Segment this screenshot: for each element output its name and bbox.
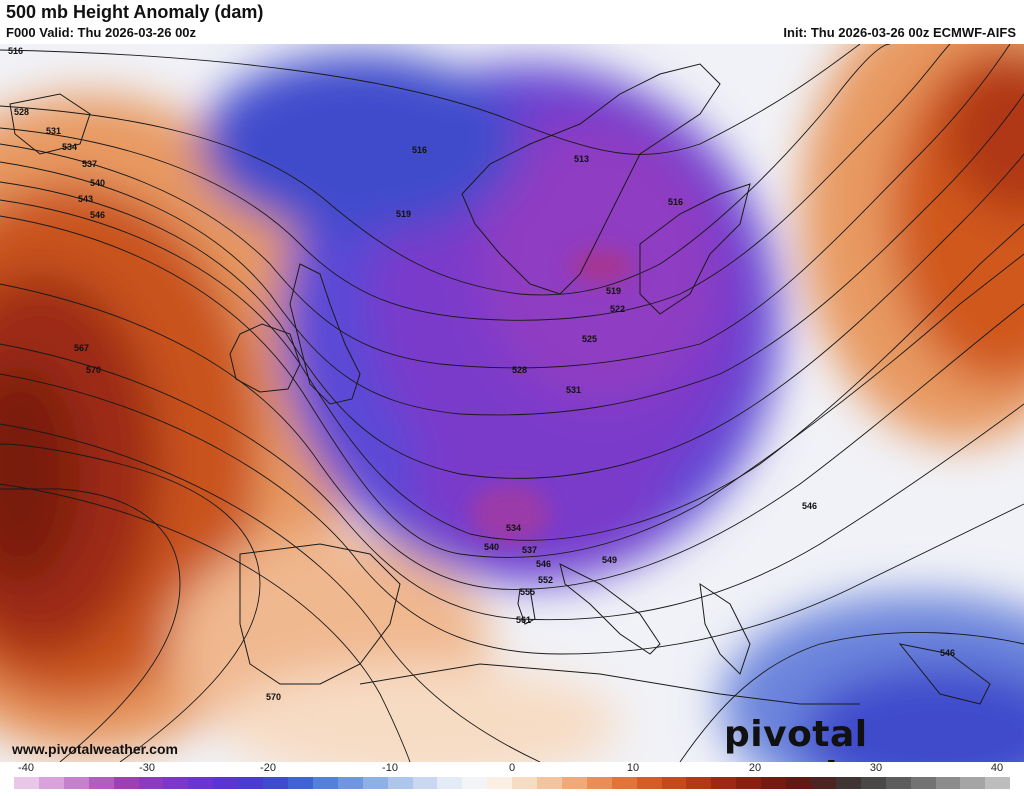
colorbar-swatch xyxy=(611,777,637,789)
contour-label: 555 xyxy=(520,587,535,597)
colorbar-swatch xyxy=(686,777,712,789)
colorbar-swatch xyxy=(512,777,538,789)
contour-label: 513 xyxy=(574,154,589,164)
colorbar-swatch xyxy=(337,777,363,789)
contour-label: 540 xyxy=(90,178,105,188)
colorbar-tick: -10 xyxy=(382,762,398,774)
colorbar-tick: -20 xyxy=(260,762,276,774)
contour-label: 531 xyxy=(566,385,581,395)
contour-label: 552 xyxy=(538,575,553,585)
chart-title: 500 mb Height Anomaly (dam) xyxy=(6,2,264,22)
colorbar-swatch xyxy=(935,777,961,789)
colorbar-swatches xyxy=(14,777,1011,789)
contour-label: 519 xyxy=(396,209,411,219)
colorbar-swatch xyxy=(885,777,911,789)
colorbar-swatch xyxy=(786,777,811,789)
contour-label: 549 xyxy=(602,555,617,565)
colorbar-swatch xyxy=(63,777,89,789)
init-time-model: Init: Thu 2026-03-26 00z ECMWF-AIFS xyxy=(783,25,1016,40)
colorbar-swatch xyxy=(736,777,762,789)
contour-label: 516 xyxy=(8,46,23,56)
colorbar-swatch xyxy=(213,777,239,789)
contour-label: 546 xyxy=(90,210,105,220)
colorbar-tick: -40 xyxy=(18,762,34,774)
valid-time: F000 Valid: Thu 2026-03-26 00z xyxy=(6,25,197,40)
colorbar-tick: 10 xyxy=(626,762,640,774)
height-contours xyxy=(0,44,1024,762)
colorbar-swatch xyxy=(163,777,189,789)
colorbar-swatch xyxy=(14,777,39,789)
colorbar-swatch xyxy=(537,777,562,789)
anomaly-map: 516 528 531 534 537 540 543 546 567 570 … xyxy=(0,44,1024,762)
colorbar-swatch xyxy=(561,777,587,789)
contour-label: 537 xyxy=(522,545,537,555)
colorbar-swatch xyxy=(312,777,338,789)
contour-label: 540 xyxy=(484,542,499,552)
contour-label: 546 xyxy=(940,648,955,658)
colorbar-swatch xyxy=(362,777,388,789)
colorbar-swatch xyxy=(960,777,986,789)
colorbar-tick: 0 xyxy=(508,762,516,774)
contour-label: 534 xyxy=(62,142,77,152)
contour-label: 522 xyxy=(610,304,625,314)
contour-labels: 516 528 531 534 537 540 543 546 567 570 … xyxy=(8,46,955,702)
colorbar-swatch xyxy=(113,777,139,789)
contour-label: 546 xyxy=(802,501,817,511)
anomaly-field xyxy=(0,44,1024,762)
colorbar-swatch xyxy=(462,777,488,789)
contour-label: 519 xyxy=(606,286,621,296)
contour-label: 561 xyxy=(516,615,531,625)
colorbar-swatch xyxy=(437,777,463,789)
colorbar: -40 -30 -20 -10 0 10 20 30 40 xyxy=(0,762,1024,791)
colorbar-swatch xyxy=(761,777,787,789)
colorbar-swatch xyxy=(586,777,612,789)
colorbar-swatch xyxy=(38,777,64,789)
colorbar-swatch xyxy=(238,777,264,789)
contour-label: 570 xyxy=(266,692,281,702)
colorbar-swatch xyxy=(412,777,438,789)
chart-header: 500 mb Height Anomaly (dam) F000 Valid: … xyxy=(0,0,1024,44)
contour-label: 525 xyxy=(582,334,597,344)
colorbar-swatch xyxy=(811,777,836,789)
contour-label: 516 xyxy=(412,145,427,155)
colorbar-swatch xyxy=(910,777,936,789)
colorbar-swatch xyxy=(287,777,313,789)
contour-label: 528 xyxy=(512,365,527,375)
colorbar-swatch xyxy=(188,777,214,789)
colorbar-swatch xyxy=(835,777,861,789)
colorbar-swatch xyxy=(138,777,164,789)
colorbar-swatch xyxy=(711,777,737,789)
colorbar-swatch xyxy=(88,777,114,789)
contour-label: 537 xyxy=(82,159,97,169)
contour-label: 528 xyxy=(14,107,29,117)
colorbar-swatch xyxy=(387,777,413,789)
colorbar-tick: -30 xyxy=(139,762,155,774)
colorbar-swatch xyxy=(860,777,886,789)
colorbar-swatch xyxy=(487,777,513,789)
colorbar-swatch xyxy=(985,777,1011,789)
colorbar-swatch xyxy=(661,777,687,789)
contour-label: 516 xyxy=(668,197,683,207)
contour-label: 531 xyxy=(46,126,61,136)
colorbar-swatch xyxy=(636,777,662,789)
colorbar-swatch xyxy=(263,777,288,789)
colorbar-tick: 20 xyxy=(748,762,762,774)
contour-label: 546 xyxy=(536,559,551,569)
contour-label: 567 xyxy=(74,343,89,353)
website-watermark: www.pivotalweather.com xyxy=(12,741,178,757)
contour-label: 543 xyxy=(78,194,93,204)
contour-label: 534 xyxy=(506,523,521,533)
colorbar-tick: 40 xyxy=(990,762,1004,774)
colorbar-tick: 30 xyxy=(869,762,883,774)
map-canvas: 516 528 531 534 537 540 543 546 567 570 … xyxy=(0,44,1024,762)
contour-label: 570 xyxy=(86,365,101,375)
